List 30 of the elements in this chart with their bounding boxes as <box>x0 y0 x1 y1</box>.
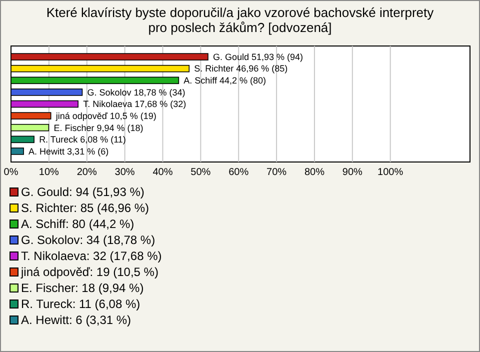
legend-label: G. Sokolov: 34 (18,78 %) <box>21 233 156 248</box>
x-tick-label: 80% <box>304 167 325 178</box>
legend-label: S. Richter: 85 (46,96 %) <box>21 201 150 216</box>
legend-label: E. Fischer: 18 (9,94 %) <box>21 281 144 296</box>
data-label: G. Sokolov 18,78 % (34) <box>87 87 186 98</box>
data-label: jiná odpověď 10,5 % (19) <box>54 110 156 121</box>
legend-label: G. Gould: 94 (51,93 %) <box>21 185 144 200</box>
data-label: A. Schiff 44,2 % (80) <box>184 76 266 86</box>
data-label: G. Gould 51,93 % (94) <box>212 52 304 62</box>
legend-label: R. Tureck: 11 (6,08 %) <box>21 297 140 312</box>
data-label: T. Nikolaeva 17,68 % (32) <box>83 99 186 110</box>
x-tick-label: 90% <box>342 167 363 178</box>
data-label: A. Hewitt 3,31 % (6) <box>28 146 109 156</box>
x-tick-label: 60% <box>228 167 249 178</box>
x-tick-label: 10% <box>38 167 60 178</box>
legend-label: T. Nikolaeva: 32 (17,68 %) <box>21 249 162 264</box>
legend-label: jiná odpověď: 19 (10,5 %) <box>20 265 158 280</box>
x-tick-label: 50% <box>190 167 211 178</box>
x-tick-label: 20% <box>76 167 97 178</box>
legend-label: A. Hewitt: 6 (3,31 %) <box>21 313 132 328</box>
data-label: S. Richter 46,96 % (85) <box>194 64 288 74</box>
data-label: E. Fischer 9,94 % (18) <box>54 122 144 133</box>
legend-label: A. Schiff: 80 (44,2 %) <box>21 217 134 232</box>
x-tick-label: 30% <box>114 167 135 178</box>
x-tick-label: 40% <box>152 167 173 178</box>
data-label: R. Tureck 6,08 % (11) <box>39 134 126 145</box>
x-tick-label: 70% <box>266 167 287 178</box>
x-tick-label: 0% <box>4 167 18 178</box>
x-tick-label: 100% <box>378 167 404 178</box>
chart-title: Které klavíristy byste doporučil/a jako vzorové bachovské interprety pro poslech žákům? [odvozená] <box>46 5 434 35</box>
